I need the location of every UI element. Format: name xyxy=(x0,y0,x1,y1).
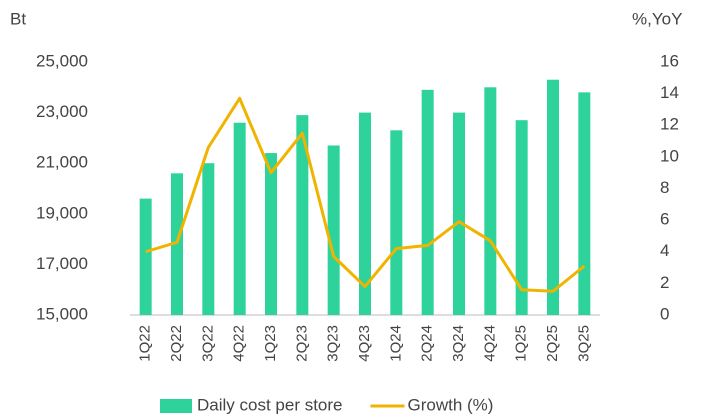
y-tick-label: 17,000 xyxy=(36,254,88,273)
x-tick-label: 2Q25 xyxy=(544,325,561,362)
y-tick-label: 21,000 xyxy=(36,153,88,172)
x-tick-label: 2Q22 xyxy=(168,325,185,362)
x-tick-label: 4Q22 xyxy=(231,325,248,362)
bar xyxy=(484,87,497,315)
bar xyxy=(296,115,309,315)
x-tick-label: 1Q22 xyxy=(137,325,154,362)
y2-tick-label: 0 xyxy=(660,304,669,323)
y2-tick-label: 16 xyxy=(660,51,679,70)
x-tick-label: 3Q22 xyxy=(199,325,216,362)
x-tick-label: 4Q23 xyxy=(356,325,373,362)
bar xyxy=(453,112,465,315)
x-tick-label: 1Q25 xyxy=(513,325,530,362)
line xyxy=(145,96,586,293)
bar xyxy=(515,120,528,315)
bar xyxy=(390,130,403,315)
legend-label: Daily cost per store xyxy=(197,395,343,414)
bar xyxy=(547,79,559,316)
y2-tick-label: 2 xyxy=(660,273,669,292)
x-tick-label: 3Q24 xyxy=(450,325,467,362)
bar xyxy=(359,112,371,315)
bar xyxy=(327,145,340,315)
bar xyxy=(421,89,434,315)
x-tick-label: 1Q23 xyxy=(262,325,279,362)
legend-swatch xyxy=(160,399,192,413)
y-tick-label: 15,000 xyxy=(36,304,88,323)
bar xyxy=(171,173,183,315)
x-tick-label: 2Q23 xyxy=(293,325,310,362)
y2-axis-title: %,YoY xyxy=(632,9,682,28)
bar xyxy=(233,122,246,315)
y-tick-label: 23,000 xyxy=(36,102,88,121)
y2-tick-label: 4 xyxy=(660,241,669,260)
bar xyxy=(202,163,215,315)
legend-label: Growth (%) xyxy=(408,395,494,414)
y2-tick-label: 14 xyxy=(660,83,679,102)
y2-tick-label: 6 xyxy=(660,210,669,229)
bar xyxy=(578,92,591,315)
y2-tick-label: 12 xyxy=(660,115,679,134)
y-axis-title: Bt xyxy=(10,9,26,28)
bar xyxy=(139,198,152,315)
y-tick-label: 25,000 xyxy=(36,51,88,70)
x-tick-label: 3Q23 xyxy=(325,325,342,362)
bar xyxy=(265,153,277,315)
y2-tick-label: 8 xyxy=(660,178,669,197)
y2-tick-label: 10 xyxy=(660,146,679,165)
x-tick-label: 3Q25 xyxy=(575,325,592,362)
x-tick-label: 4Q24 xyxy=(481,325,498,362)
y-tick-label: 19,000 xyxy=(36,203,88,222)
x-tick-label: 1Q24 xyxy=(387,325,404,362)
x-tick-label: 2Q24 xyxy=(419,325,436,362)
